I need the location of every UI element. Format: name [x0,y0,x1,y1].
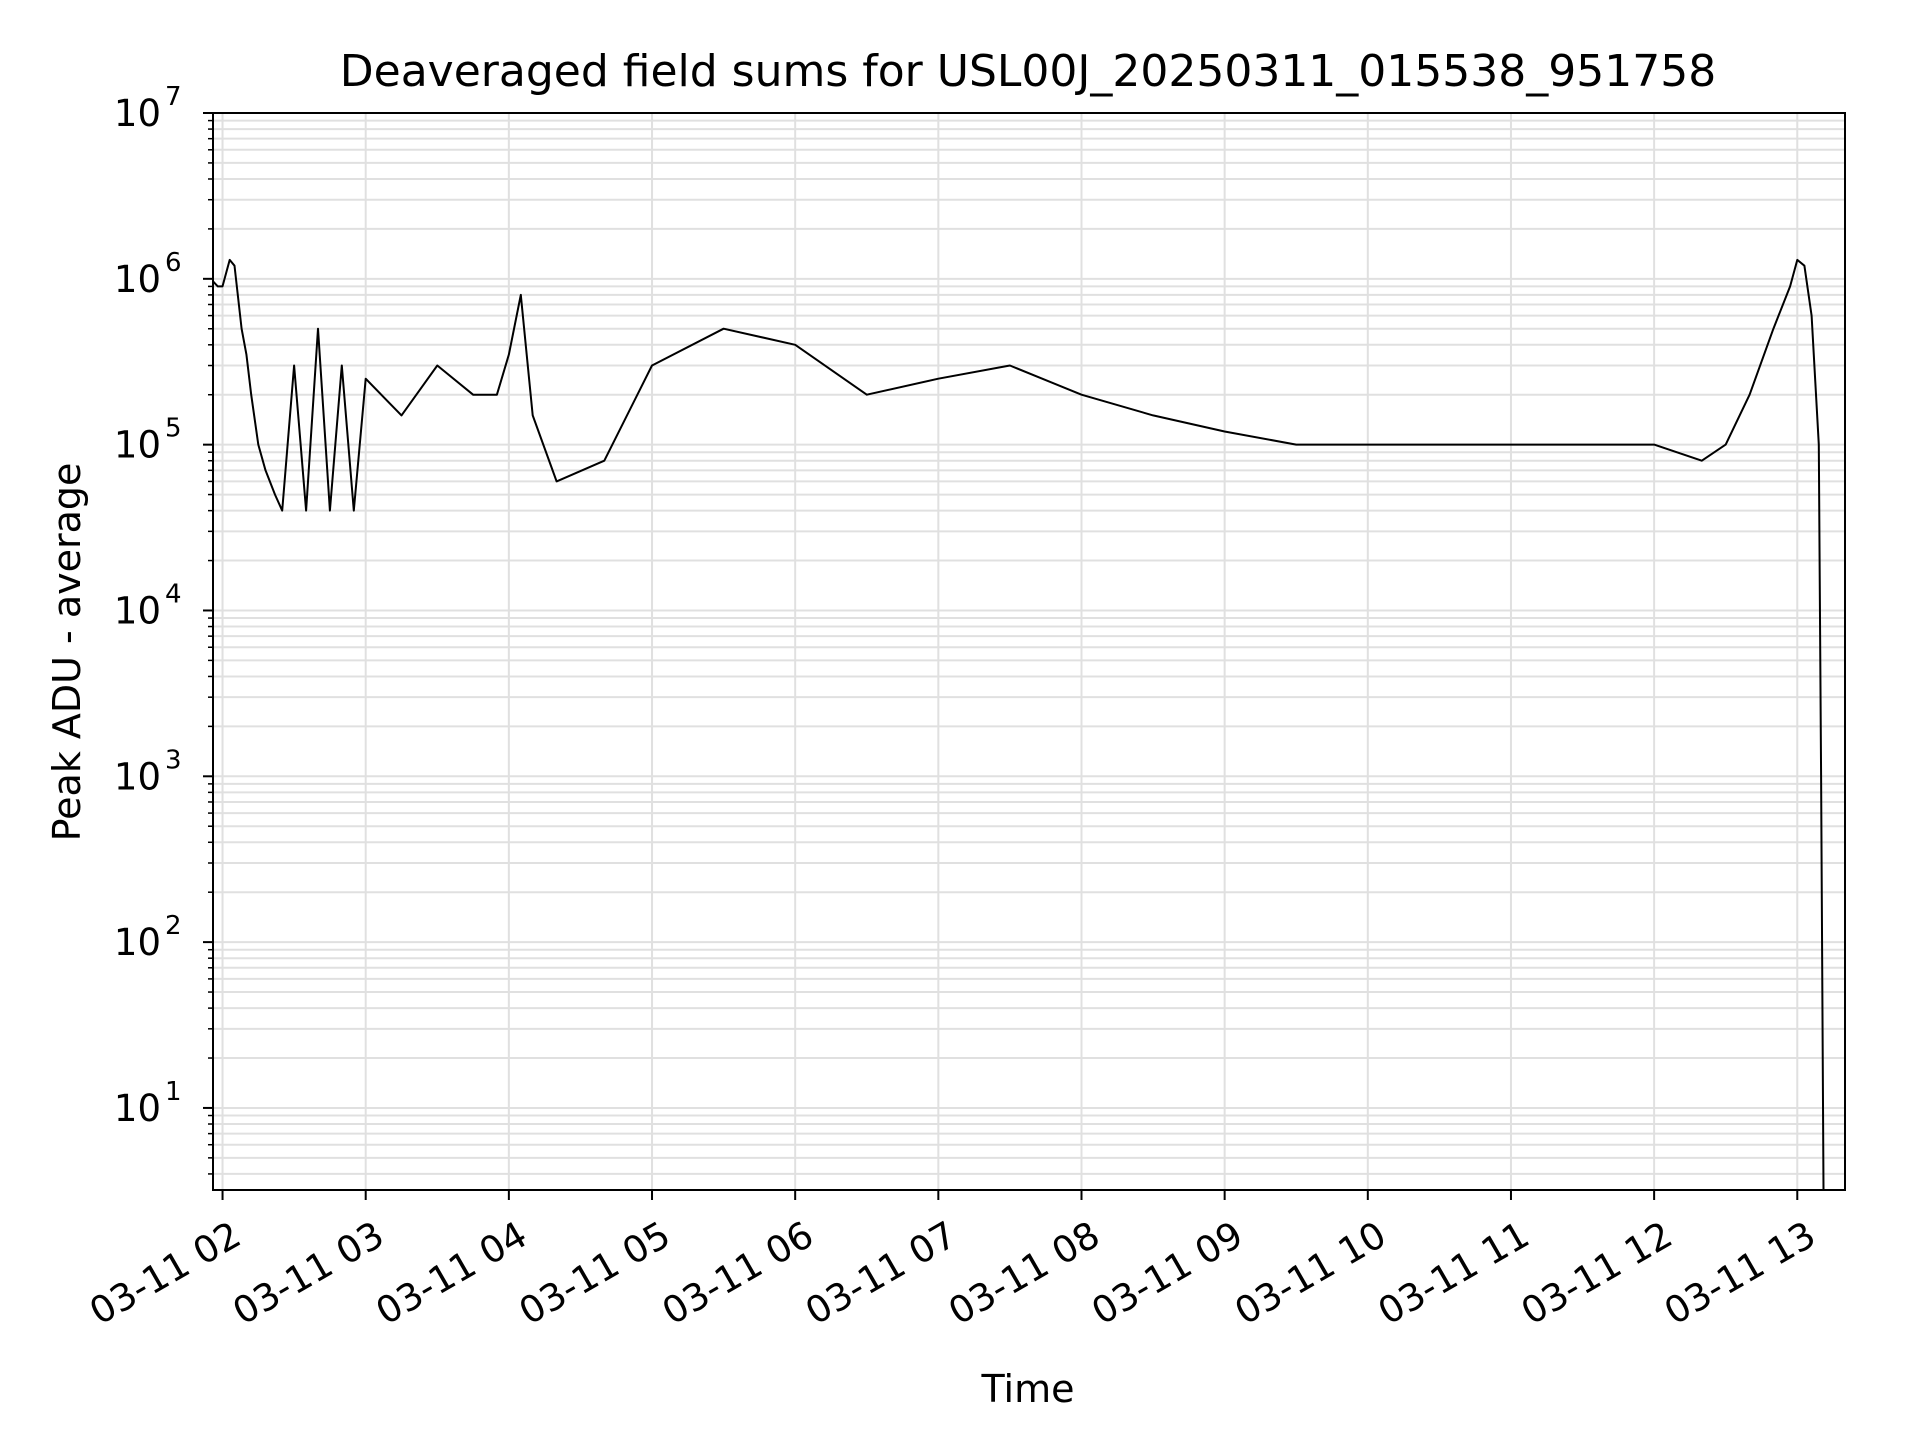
y-tick-label-exponent: 5 [165,414,182,444]
y-axis-label: Peak ADU - average [45,463,89,842]
y-tick-label-exponent: 1 [165,1077,182,1107]
y-tick-label: 10 [114,92,161,135]
y-tick-label-exponent: 2 [165,911,182,941]
y-tick-label: 10 [114,424,161,467]
y-tick-label-exponent: 7 [165,82,182,112]
y-tick-label-exponent: 4 [165,579,182,609]
y-tick-label-exponent: 6 [165,248,182,278]
y-tick-label: 10 [114,258,161,301]
series-line [213,258,1825,1190]
y-tick-label: 10 [114,589,161,632]
series-layer [213,258,1825,1190]
y-tick-label: 10 [114,1087,161,1130]
y-tick-label-exponent: 3 [165,745,182,775]
chart-title: Deaveraged field sums for USL00J_2025031… [340,46,1716,97]
x-axis-label: Time [981,1367,1075,1411]
y-tick-label: 10 [114,921,161,964]
plot-frame [212,112,1846,1191]
y-tick-label: 10 [114,755,161,798]
